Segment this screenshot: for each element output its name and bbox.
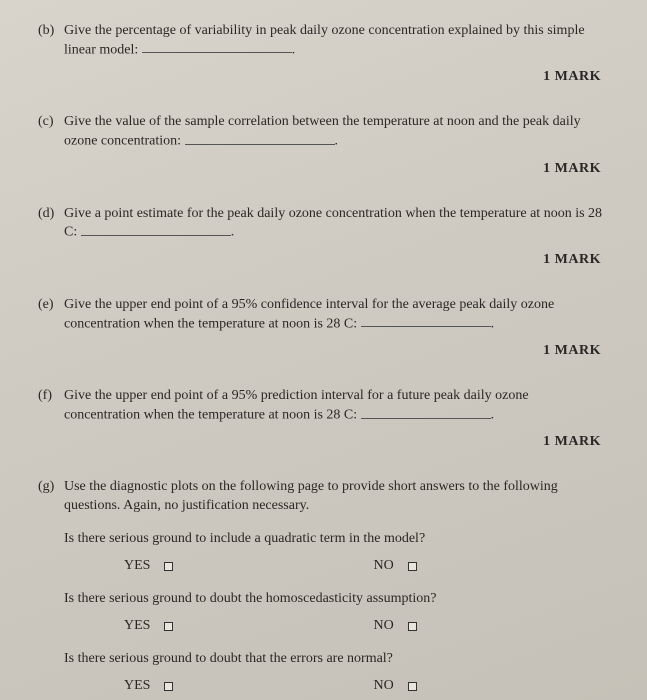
question-d: (d) Give a point estimate for the peak d… [38,205,607,270]
question-b-blank[interactable] [142,41,292,54]
no-label: NO [373,677,393,696]
question-g-sub2-yes[interactable]: YES [124,617,173,636]
yes-label: YES [124,557,150,576]
question-d-label: (d) [38,205,54,224]
question-g-text: Use the diagnostic plots on the followin… [64,479,558,513]
question-d-period: . [231,225,235,240]
question-g-sub1-yes[interactable]: YES [124,557,173,576]
question-f-period: . [491,408,495,423]
question-c-blank[interactable] [185,132,335,145]
question-e-blank[interactable] [361,315,491,328]
question-e: (e) Give the upper end point of a 95% co… [38,296,607,361]
question-g: (g) Use the diagnostic plots on the foll… [38,478,607,695]
question-b-period: . [292,42,296,57]
question-f-blank[interactable] [361,406,491,419]
question-b-mark: 1 MARK [38,68,607,87]
checkbox-icon [164,682,173,691]
question-e-mark: 1 MARK [38,342,607,361]
question-g-sub1-text: Is there serious ground to include a qua… [64,530,607,549]
yes-label: YES [124,677,150,696]
yes-label: YES [124,617,150,636]
question-f-mark: 1 MARK [38,433,607,452]
no-label: NO [373,617,393,636]
question-e-period: . [491,316,495,331]
question-c-mark: 1 MARK [38,160,607,179]
question-g-sub3-no[interactable]: NO [373,677,416,696]
question-d-mark: 1 MARK [38,251,607,270]
question-b: (b) Give the percentage of variability i… [38,22,607,87]
question-c-label: (c) [38,113,54,132]
checkbox-icon [408,562,417,571]
question-g-sub3-yes[interactable]: YES [124,677,173,696]
question-g-sub3: Is there serious ground to doubt that th… [38,650,607,696]
question-d-blank[interactable] [81,223,231,236]
question-g-sub1-no[interactable]: NO [373,557,416,576]
question-g-label: (g) [38,478,54,497]
question-g-sub2: Is there serious ground to doubt the hom… [38,590,607,636]
checkbox-icon [408,682,417,691]
question-f-label: (f) [38,387,52,406]
checkbox-icon [164,562,173,571]
question-g-sub2-no[interactable]: NO [373,617,416,636]
question-g-sub3-text: Is there serious ground to doubt that th… [64,650,607,669]
question-f: (f) Give the upper end point of a 95% pr… [38,387,607,452]
checkbox-icon [408,622,417,631]
question-e-label: (e) [38,296,54,315]
question-g-sub2-text: Is there serious ground to doubt the hom… [64,590,607,609]
question-c: (c) Give the value of the sample correla… [38,113,607,178]
question-c-period: . [335,134,339,149]
question-g-sub1: Is there serious ground to include a qua… [38,530,607,576]
checkbox-icon [164,622,173,631]
no-label: NO [373,557,393,576]
question-b-label: (b) [38,22,54,41]
